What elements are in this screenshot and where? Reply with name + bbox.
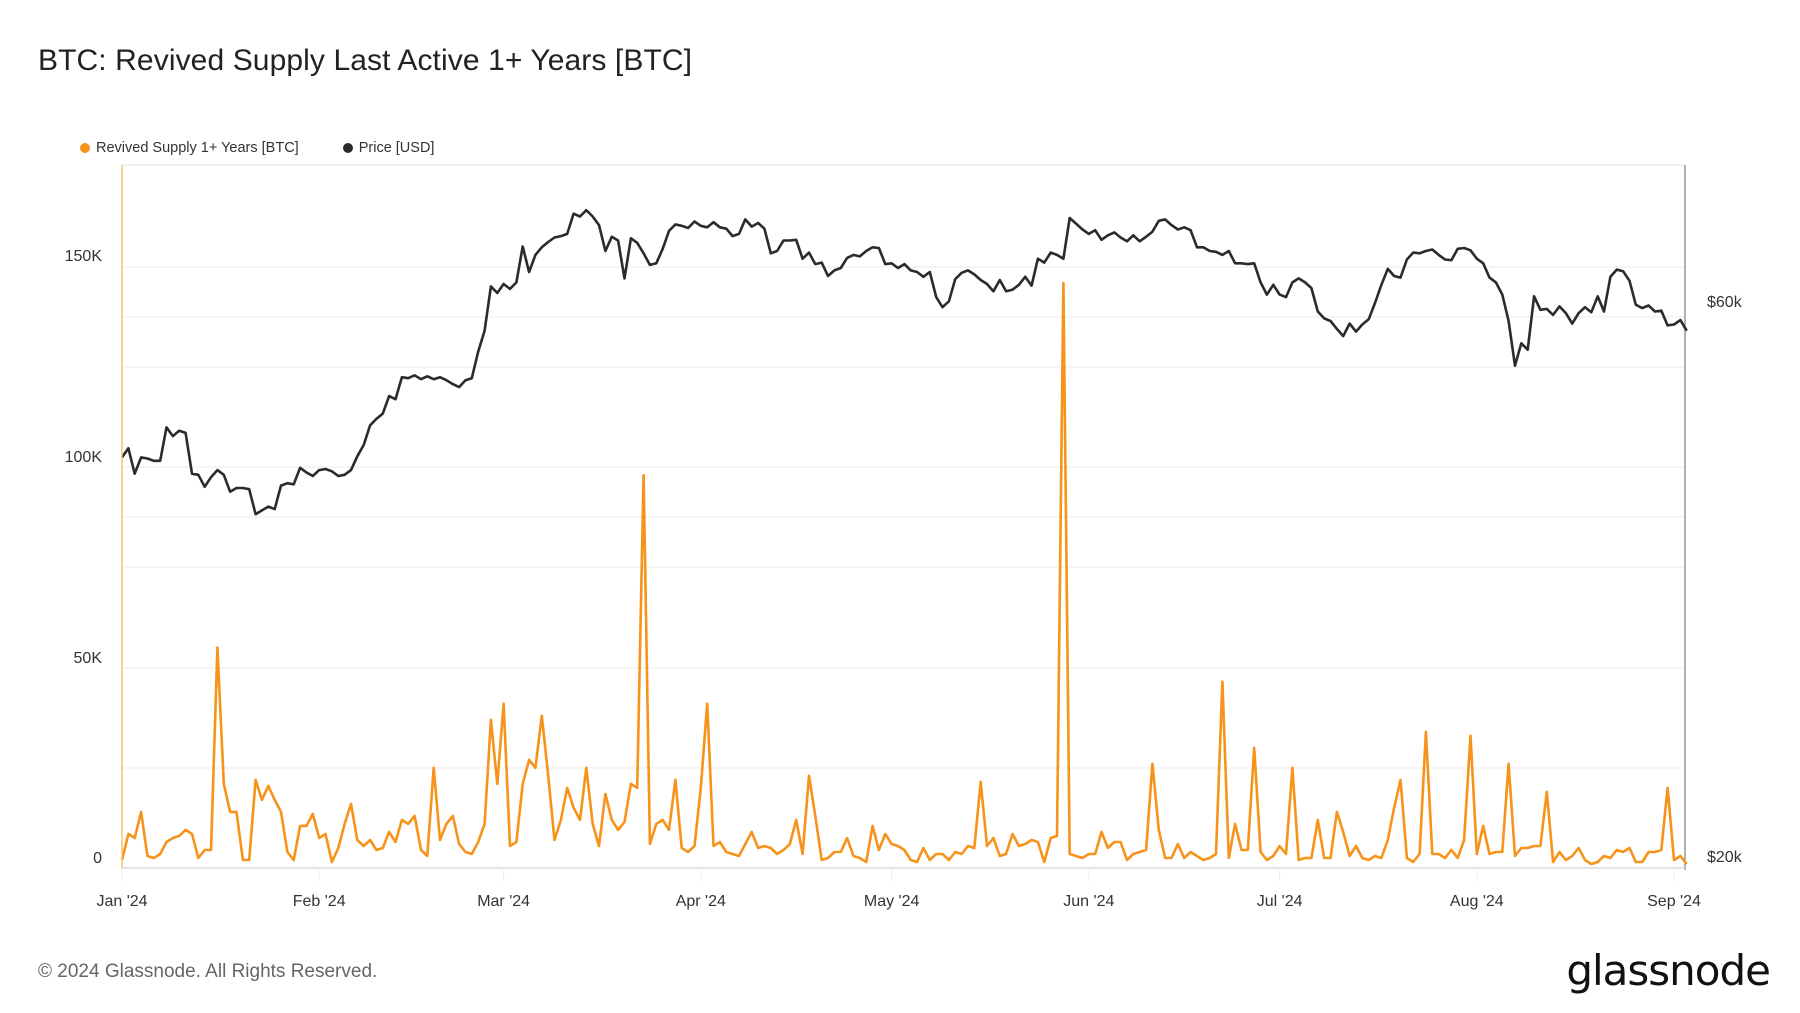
x-tick-label: Mar '24: [477, 893, 531, 910]
legend-label: Revived Supply 1+ Years [BTC]: [96, 140, 299, 156]
revived-supply-series-line: [120, 281, 1688, 866]
y-tick-100k: 100K: [64, 449, 102, 466]
x-tick-marks: [121, 868, 1675, 882]
y-tick-150k: 150K: [64, 248, 102, 265]
gridlines: [122, 266, 1685, 769]
x-tick-label: Jun '24: [1063, 893, 1115, 910]
x-tick-label: Jul '24: [1256, 893, 1303, 910]
price-series-line: [120, 208, 1688, 516]
x-tick-label: Jan '24: [96, 893, 148, 910]
legend-item-revived-supply[interactable]: Revived Supply 1+ Years [BTC]: [80, 140, 299, 156]
y-tick-0: 0: [93, 850, 102, 867]
x-tick-label: Apr '24: [675, 893, 726, 910]
orange-dot-icon: [80, 143, 90, 153]
x-tick-label: Feb '24: [292, 893, 346, 910]
y2-tick-20k: $20k: [1707, 849, 1742, 866]
legend-label: Price [USD]: [358, 140, 435, 156]
legend: Revived Supply 1+ Years [BTC] Price [USD…: [80, 140, 434, 156]
legend-item-price[interactable]: Price [USD]: [342, 140, 435, 156]
x-tick-label: May '24: [863, 893, 920, 910]
y2-tick-60k: $60k: [1707, 294, 1742, 311]
glassnode-logo: glassnode: [1566, 946, 1771, 995]
chart-title: BTC: Revived Supply Last Active 1+ Years…: [38, 44, 693, 77]
x-tick-label: Sep '24: [1647, 893, 1701, 910]
y-tick-50k: 50K: [73, 650, 102, 667]
dark-dot-icon: [342, 143, 353, 153]
copyright-text: © 2024 Glassnode. All Rights Reserved.: [38, 961, 378, 982]
x-tick-label: Aug '24: [1449, 893, 1504, 910]
